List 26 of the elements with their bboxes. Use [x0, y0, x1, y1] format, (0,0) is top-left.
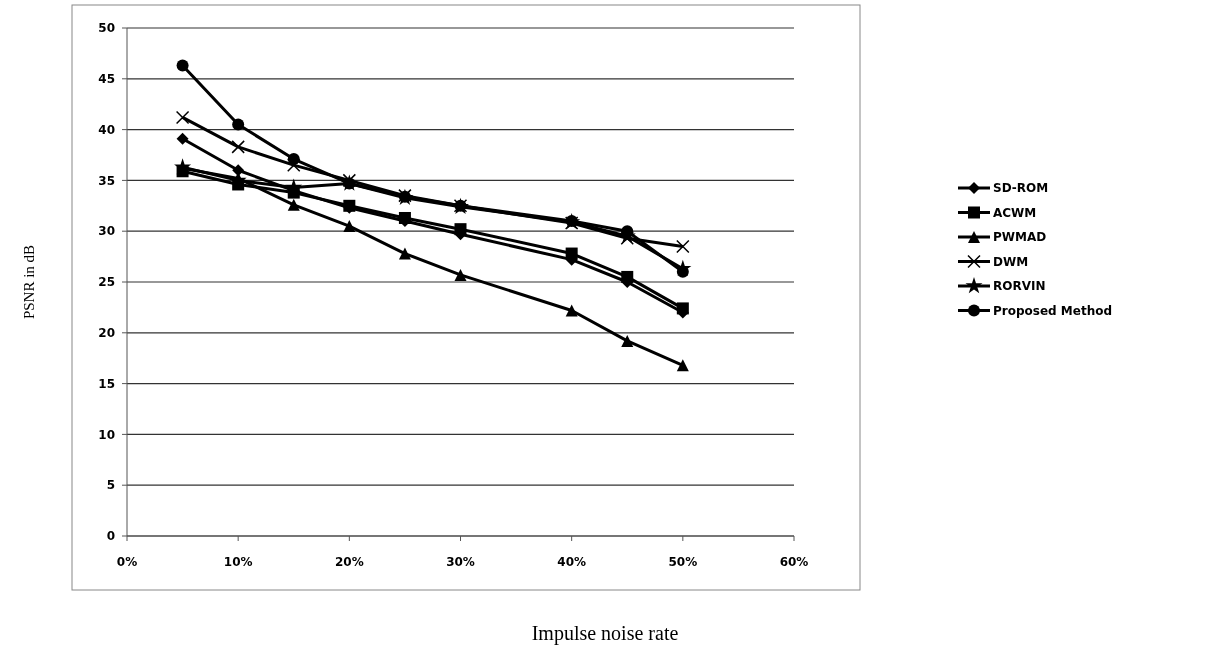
x-tick-label: 30%	[446, 555, 475, 569]
legend-label: ACWM	[993, 205, 1037, 220]
y-tick-label: 35	[98, 173, 115, 188]
y-tick-label: 10	[98, 427, 115, 442]
legend-label: SD-ROM	[993, 181, 1049, 196]
x-tick-label: 0%	[116, 555, 138, 569]
y-tick-label: 0	[106, 529, 115, 544]
x-axis-title: Impulse noise rate	[531, 622, 679, 645]
legend-label: DWM	[993, 254, 1029, 269]
y-tick-label: 45	[98, 72, 115, 86]
x-tick-label: 40%	[557, 555, 587, 569]
x-tick-label: 20%	[334, 555, 364, 569]
legend-label: Proposed Method	[993, 303, 1113, 318]
y-axis-title: PSNR in dB	[21, 244, 37, 320]
legend-label: PWMAD	[993, 230, 1047, 245]
y-tick-label: 20	[98, 326, 115, 340]
y-tick-label: 50	[98, 21, 115, 36]
y-tick-label: 25	[98, 275, 115, 290]
y-tick-label: 40	[98, 122, 115, 137]
x-tick-label: 60%	[779, 555, 809, 569]
legend-label: RORVIN	[993, 279, 1046, 294]
y-tick-label: 15	[98, 376, 115, 391]
y-tick-label: 30	[98, 224, 115, 239]
x-tick-label: 50%	[668, 555, 698, 569]
y-tick-label: 5	[106, 478, 115, 493]
x-tick-label: 10%	[223, 555, 253, 569]
